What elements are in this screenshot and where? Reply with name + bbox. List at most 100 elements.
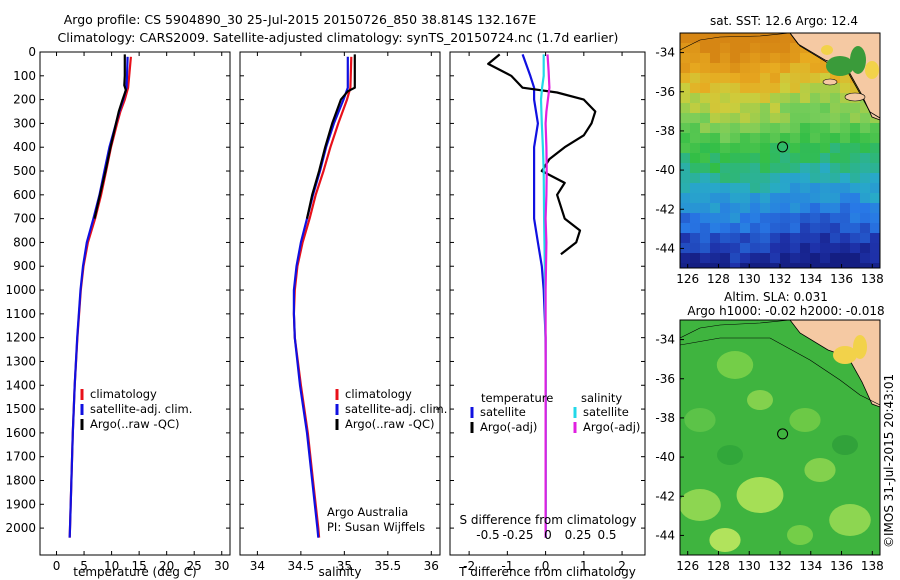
legend-label: Argo(..raw -QC): [345, 417, 435, 431]
legend-label: Argo(-adj): [583, 420, 640, 434]
top-tick-label: 0.5: [597, 528, 616, 542]
map-y-tick-label: -38: [655, 411, 675, 425]
map-y-tick-label: -42: [655, 202, 675, 216]
x-tick-label: 15: [131, 559, 146, 573]
y-tick-label: 1100: [5, 307, 36, 321]
legend-header-temperature: temperature: [481, 391, 553, 405]
series-line-climatology: [68, 56, 132, 538]
series-line-satellite-adj-clim-: [68, 56, 129, 538]
y-tick-label: 600: [13, 188, 36, 202]
series-line-argo-raw-qc-: [305, 54, 356, 219]
map-y-tick-label: -40: [655, 450, 675, 464]
map-x-tick-label: 136: [830, 272, 853, 286]
imos-timestamp: ©IMOS 31-Jul-2015 20:43:01: [882, 374, 896, 548]
y-tick-label: 1900: [5, 497, 36, 511]
x-tick-label: 25: [187, 559, 202, 573]
y-tick-label: 1400: [5, 378, 36, 392]
map-y-tick-label: -38: [655, 124, 675, 138]
sst-argo-location-marker: [777, 141, 789, 153]
top-tick-label: -0.5: [476, 528, 499, 542]
map-y-tick-label: -40: [655, 163, 675, 177]
x-tick-label: 5: [80, 559, 88, 573]
map-y-tick-label: -44: [655, 241, 675, 255]
x-tick-label: 0: [542, 559, 550, 573]
axes-frame: [239, 51, 441, 556]
x-tick-label: 20: [159, 559, 174, 573]
map-y-tick-label: -36: [655, 372, 675, 386]
y-tick-label: 800: [13, 235, 36, 249]
sla-map-title: Altim. SLA: 0.031: [724, 290, 828, 304]
map-x-tick-label: 128: [707, 559, 730, 573]
map-x-tick-label: 126: [676, 272, 699, 286]
top-tick-label: -0.25: [502, 528, 533, 542]
x-tick-label: -2: [463, 559, 475, 573]
series-line-satellite-adj-clim-: [292, 56, 349, 538]
sst-map-title: sat. SST: 12.6 Argo: 12.4: [710, 14, 858, 28]
map-x-tick-label: 132: [769, 272, 792, 286]
axes-frame: [449, 51, 646, 556]
legend-label: climatology: [345, 387, 412, 401]
x-tick-label: 1: [580, 559, 588, 573]
header-line-2: Climatology: CARS2009. Satellite-adjuste…: [58, 30, 619, 45]
salinity-panel: 34 34.5 35 35.5 36 salinity climatologysatelli…: [239, 51, 447, 579]
axes-frame: [39, 51, 231, 556]
sst-map-axes: 126 128 130 132 134 136 138 -34 -36 -38 -40 -42 -44: [655, 46, 883, 286]
header-line-1: Argo profile: CS 5904890_30 25-Jul-2015 …: [64, 12, 537, 27]
legend-label: satellite-adj. clim.: [345, 402, 447, 416]
map-x-tick-label: 138: [861, 272, 884, 286]
legend-label: satellite-adj. clim.: [90, 402, 192, 416]
legend-label: Argo(-adj): [480, 420, 537, 434]
map-y-tick-label: -34: [655, 46, 675, 60]
sla-map-panel: Altim. SLA: 0.031 Argo h1000: -0.02 h200…: [655, 290, 884, 573]
sst-coastline: [680, 33, 880, 121]
y-tick-label: 700: [13, 212, 36, 226]
map-x-tick-label: 126: [676, 559, 699, 573]
x-tick-label: 10: [104, 559, 119, 573]
difference-panel: -2 -1 0 1 2T difference from climatology temp…: [449, 51, 646, 579]
legend-label: climatology: [90, 387, 157, 401]
sla-coastline: [680, 320, 880, 408]
temperature-panel: 0 5 10 15 20 25 30 temperature (deg C) 0 100 200 30…: [5, 45, 231, 579]
y-tick-label: 300: [13, 116, 36, 130]
x-tick-label: 0: [53, 559, 61, 573]
x-axis-label: temperature (deg C): [73, 565, 196, 579]
top-tick-label: 0: [544, 528, 552, 542]
series-line-argo-adj-: [487, 53, 597, 256]
legend-label: Argo(..raw -QC): [90, 417, 180, 431]
x-tick-label: 2: [618, 559, 626, 573]
y-tick-label: 0: [28, 45, 36, 59]
map-x-tick-label: 130: [738, 272, 761, 286]
y-tick-label: 1200: [5, 331, 36, 345]
sst-map-panel: sat. SST: 12.6 Argo: 12.4 126 128 130 132 13…: [655, 14, 883, 286]
y-tick-label: 2000: [5, 521, 36, 535]
series-line-argo-adj-: [544, 54, 551, 538]
x-tick-label: 36: [424, 559, 439, 573]
y-tick-label: 500: [13, 164, 36, 178]
map-y-tick-label: -42: [655, 489, 675, 503]
map-y-tick-label: -44: [655, 528, 675, 542]
map-y-tick-label: -34: [655, 333, 675, 347]
x-tick-label: 34.5: [288, 559, 315, 573]
map-x-tick-label: 138: [861, 559, 884, 573]
annotation-argo-australia: Argo Australia: [327, 505, 408, 519]
y-tick-label: 1500: [5, 402, 36, 416]
y-tick-label: 400: [13, 140, 36, 154]
sla-map-subtitle: Argo h1000: -0.02 h2000: -0.018: [687, 304, 884, 318]
map-x-tick-label: 130: [738, 559, 761, 573]
x-tick-label: -1: [501, 559, 513, 573]
top-axis-label: S difference from climatology: [460, 513, 637, 527]
legend-header-salinity: salinity: [581, 391, 622, 405]
map-x-tick-label: 132: [769, 559, 792, 573]
y-tick-label: 100: [13, 69, 36, 83]
sla-argo-location-marker: [777, 428, 789, 440]
sla-map-axes: 126 128 130 132 134 136 138 -34 -36 -38 -40 -42 -44: [655, 333, 883, 573]
map-y-tick-label: -36: [655, 85, 675, 99]
y-tick-label: 1800: [5, 473, 36, 487]
x-tick-label: 35: [337, 559, 352, 573]
top-tick-label: 0.25: [565, 528, 592, 542]
x-tick-label: 30: [214, 559, 229, 573]
x-tick-label: 34: [250, 559, 265, 573]
x-axis-label: salinity: [318, 565, 361, 579]
y-tick-label: 900: [13, 259, 36, 273]
